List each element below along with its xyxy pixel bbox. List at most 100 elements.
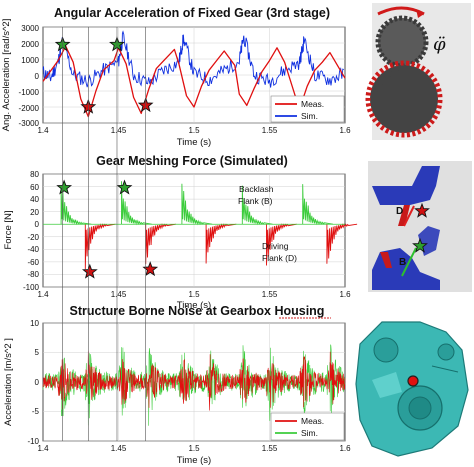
chart-2-y-tick: 60 bbox=[30, 183, 39, 192]
chart-2-x-tick: 1.5 bbox=[188, 290, 200, 299]
force-pulse-trace bbox=[302, 184, 333, 226]
chart-1-y-tick: 1000 bbox=[21, 56, 39, 65]
chart-2-x-tick: 1.45 bbox=[111, 290, 127, 299]
backlash-flank-label: B bbox=[399, 257, 406, 268]
chart-3-x-tick: 1.55 bbox=[262, 444, 278, 453]
chart-3-x-ticks: 1.4 1.45 1.5 1.55 1.6 bbox=[37, 444, 351, 453]
red-star-marker bbox=[414, 202, 430, 218]
chart-2-y-tick: -40 bbox=[27, 245, 39, 254]
chart-1-y-tick: 3000 bbox=[21, 24, 39, 33]
force-pulse-trace bbox=[205, 223, 237, 264]
chart-2-x-tick: 1.6 bbox=[339, 290, 351, 299]
force-pulse-trace bbox=[121, 181, 152, 226]
chart-2-x-tick: 1.4 bbox=[37, 290, 49, 299]
chart-3-legend-box bbox=[270, 412, 345, 441]
chart-2-y-ticks: 80 60 40 20 0 -20 -40 -60 -80 -100 bbox=[23, 170, 40, 292]
chart-3-series-layer bbox=[42, 344, 346, 426]
housing-rib bbox=[372, 372, 402, 398]
chart-3-legend: Meas. Sim. bbox=[270, 412, 345, 441]
chart-2-y-tick: 0 bbox=[35, 220, 40, 229]
driving-contact-line bbox=[403, 205, 415, 227]
chart-3: 10 5 0 -5 -10 1.4 1.45 1.5 1.55 1.6 Time… bbox=[3, 319, 351, 466]
chart-2-y-tick: -100 bbox=[23, 283, 40, 292]
chart-2-y-tick: 20 bbox=[30, 208, 39, 217]
chart-3-x-tick: 1.45 bbox=[111, 444, 127, 453]
chart-3-y-ticks: 10 5 0 -5 -10 bbox=[27, 319, 39, 446]
series-meas-line bbox=[42, 350, 346, 411]
lower-gear-teeth-icon bbox=[365, 60, 443, 138]
tooth-red-edge-lower bbox=[380, 252, 392, 268]
chart-3-y-tick: -5 bbox=[32, 407, 40, 416]
chart-1-legend-box bbox=[270, 95, 345, 123]
chart-1-x-tick: 1.55 bbox=[262, 126, 278, 135]
chart-2-annotation-flank-b: Flank (B) bbox=[238, 196, 273, 206]
chart-3-x-tick: 1.6 bbox=[339, 444, 351, 453]
gearbox-housing-picture bbox=[352, 318, 470, 457]
lower-gear-icon bbox=[370, 65, 438, 133]
chart-2-annotation-backlash: Backlash bbox=[239, 184, 274, 194]
force-pulse-trace bbox=[241, 185, 273, 226]
chart-2-y-tick: 40 bbox=[30, 195, 39, 204]
chart-1-y-tick: -1000 bbox=[19, 88, 40, 97]
chart-2-y-label: Force [N] bbox=[3, 210, 14, 249]
gear-pair-picture: φ̈ bbox=[365, 3, 471, 140]
chart-1-y-tick: 2000 bbox=[21, 40, 39, 49]
chart-1-x-label: Time (s) bbox=[177, 137, 211, 148]
chart-2-markers bbox=[56, 179, 159, 279]
chart-3-legend-sim: Sim. bbox=[301, 428, 318, 438]
chart-2-y-tick: -20 bbox=[27, 233, 39, 242]
chart-2-annotation-driving: Driving bbox=[262, 241, 289, 251]
chart-1-x-tick: 1.6 bbox=[339, 126, 351, 135]
red-star-marker bbox=[81, 263, 98, 279]
chart-3-x-tick: 1.5 bbox=[188, 444, 200, 453]
housing-boss-upper bbox=[373, 337, 399, 363]
chart-1-x-tick: 1.45 bbox=[111, 126, 127, 135]
chart-2: 80 60 40 20 0 -20 -40 -60 -80 -100 1.4 1… bbox=[3, 170, 358, 311]
chart-2-y-tick: -60 bbox=[27, 258, 39, 267]
driving-flank-label: D bbox=[396, 206, 403, 217]
green-star-marker bbox=[412, 237, 428, 253]
chart-3-y-tick: -10 bbox=[27, 437, 39, 446]
housing-bearing-inner bbox=[408, 396, 432, 420]
green-star-marker bbox=[56, 179, 73, 195]
rotation-arrowhead-icon bbox=[416, 9, 424, 18]
chart-2-x-ticks: 1.4 1.45 1.5 1.55 1.6 bbox=[37, 290, 351, 299]
chart-3-title: Structure Borne Noise at Gearbox Housing bbox=[70, 304, 325, 318]
housing-edge-line bbox=[431, 365, 459, 373]
chart-2-title: Gear Meshing Force (Simulated) bbox=[96, 154, 288, 168]
force-pulse-trace bbox=[60, 186, 92, 226]
chart-1-y-tick: 0 bbox=[35, 72, 40, 81]
chart-2-series-layer bbox=[43, 181, 358, 270]
chart-1-y-tick: -3000 bbox=[19, 119, 40, 128]
housing-boss-right bbox=[437, 343, 455, 361]
chart-1-series-layer bbox=[42, 30, 346, 118]
chart-3-x-label: Time (s) bbox=[177, 455, 211, 466]
chart-1-title: Angular Acceleration of Fixed Gear (3rd … bbox=[54, 6, 330, 20]
chart-3-legend-meas: Meas. bbox=[301, 416, 324, 426]
tooth-contact-markers bbox=[412, 202, 430, 253]
series-meas-line bbox=[42, 45, 346, 118]
chart-3-y-tick: 5 bbox=[35, 348, 40, 357]
chart-1-legend-meas: Meas. bbox=[301, 99, 324, 109]
chart-2-x-label: Time (s) bbox=[177, 300, 211, 311]
chart-2-annotation-flank-d: Flank (D) bbox=[262, 253, 297, 263]
chart-1-y-tick: -2000 bbox=[19, 104, 40, 113]
time-reference-lines bbox=[62, 27, 146, 441]
chart-1: 3000 2000 1000 0 -1000 -2000 -3000 1.4 1… bbox=[1, 19, 351, 148]
chart-2-y-tick: -80 bbox=[27, 270, 39, 279]
chart-1-y-ticks: 3000 2000 1000 0 -1000 -2000 -3000 bbox=[19, 24, 40, 128]
force-pulse-trace bbox=[181, 183, 213, 226]
tooth-red-edge-upper bbox=[398, 205, 410, 226]
tooth-contact-picture: D B bbox=[368, 161, 472, 292]
chart-1-legend: Meas. Sim. bbox=[270, 95, 345, 123]
chart-1-legend-sim: Sim. bbox=[301, 111, 318, 121]
red-star-marker bbox=[142, 261, 159, 277]
backlash-contact-line bbox=[401, 247, 417, 277]
chart-2-x-tick: 1.55 bbox=[262, 290, 278, 299]
chart-3-x-tick: 1.4 bbox=[37, 444, 49, 453]
chart-1-x-tick: 1.4 bbox=[37, 126, 49, 135]
lower-gear-dark-teeth bbox=[372, 67, 405, 100]
green-star-marker bbox=[116, 179, 133, 195]
chart-2-y-tick: 80 bbox=[30, 170, 39, 179]
